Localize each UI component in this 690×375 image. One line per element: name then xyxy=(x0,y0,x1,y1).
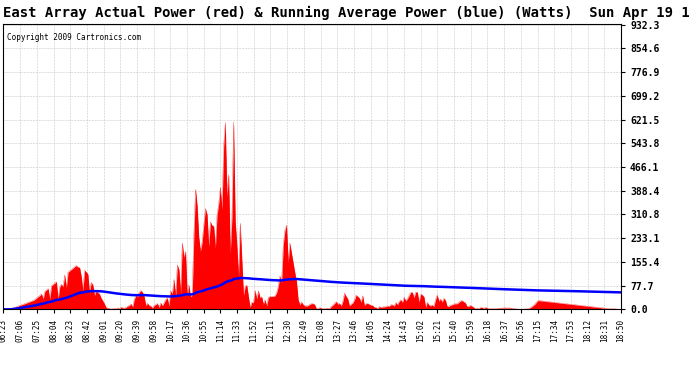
Text: East Array Actual Power (red) & Running Average Power (blue) (Watts)  Sun Apr 19: East Array Actual Power (red) & Running … xyxy=(3,6,690,20)
Text: Copyright 2009 Cartronics.com: Copyright 2009 Cartronics.com xyxy=(6,33,141,42)
